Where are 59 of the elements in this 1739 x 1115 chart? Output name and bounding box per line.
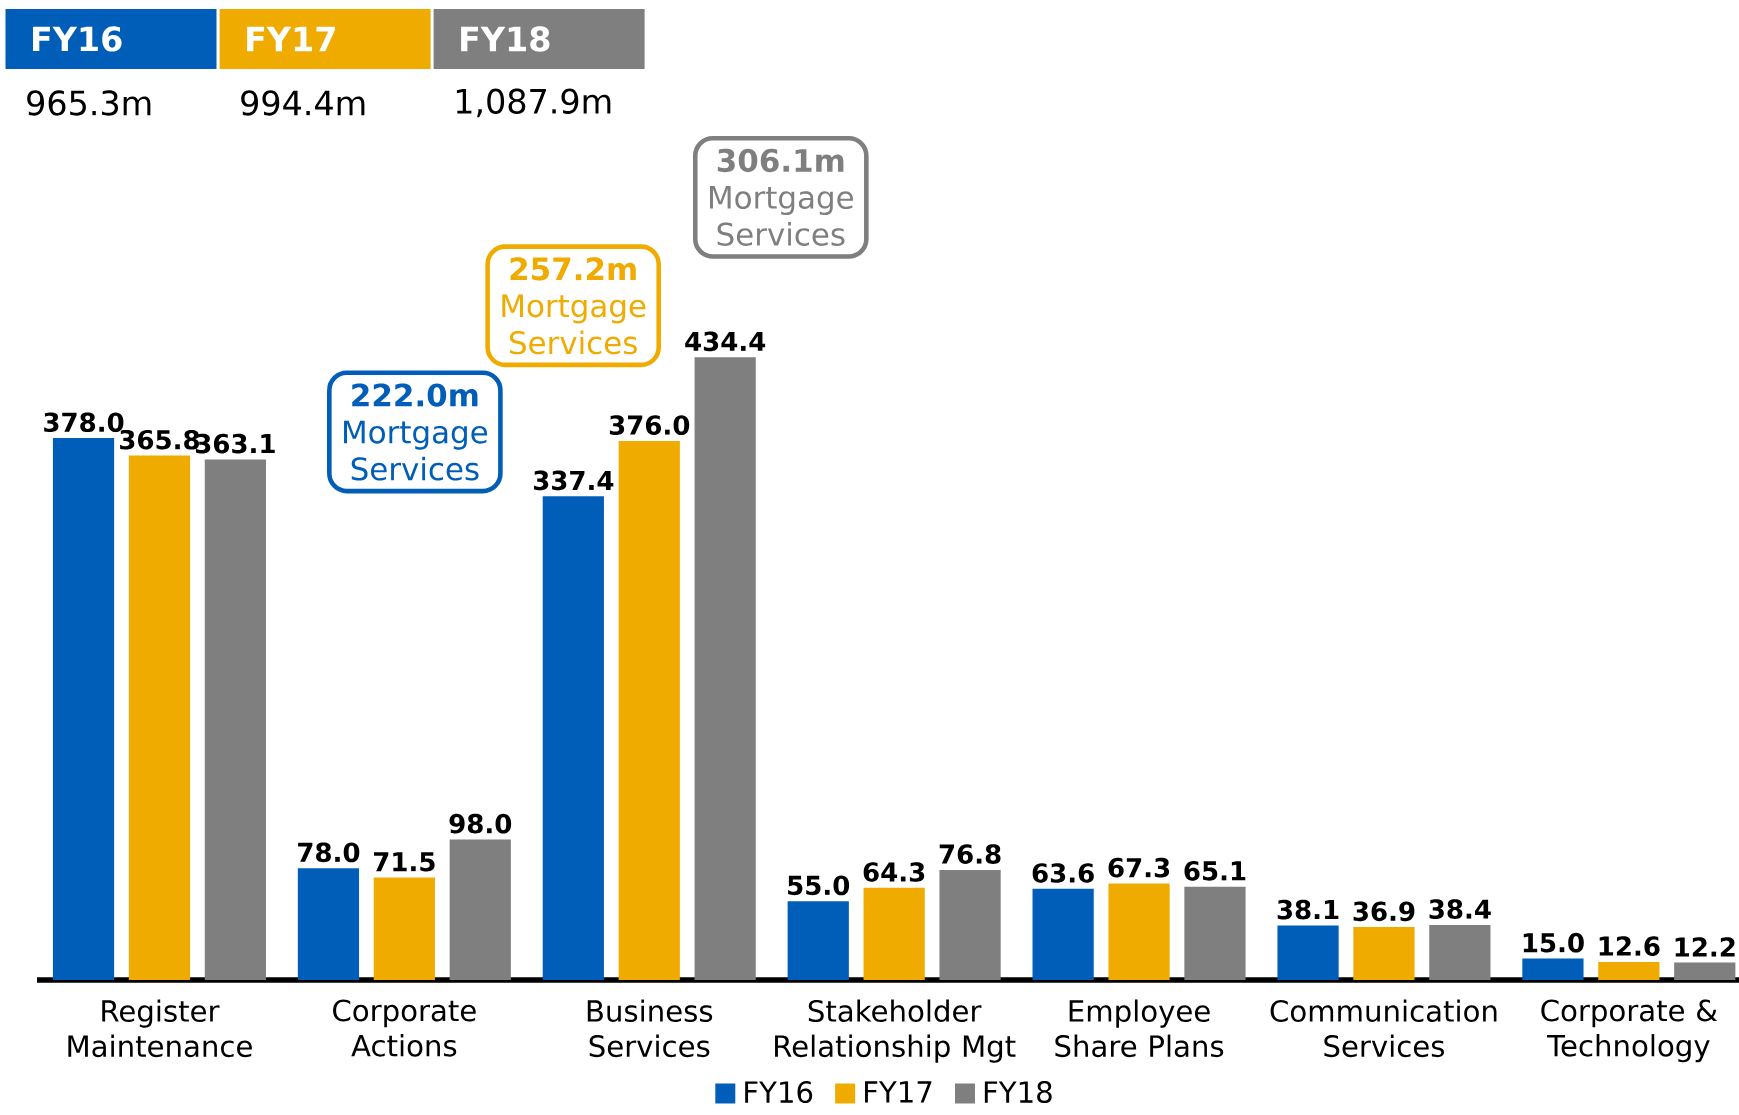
data-label: 38.1 xyxy=(1277,899,1339,920)
bar xyxy=(204,459,266,980)
data-label: 55.0 xyxy=(788,875,850,896)
text: FY17 xyxy=(247,26,335,52)
data-label: 76.8 xyxy=(939,844,1001,864)
bar xyxy=(1429,924,1491,980)
bar xyxy=(1032,888,1094,980)
bar xyxy=(863,887,925,980)
bar xyxy=(1277,925,1339,980)
data-label: 337.4 xyxy=(533,470,614,491)
data-label: 63.6 xyxy=(1032,863,1094,883)
data-label: 12.2 xyxy=(1675,937,1735,957)
data-label: 378.0 xyxy=(44,412,124,433)
legend-label: FY17 xyxy=(865,1081,932,1103)
legend-label: FY18 xyxy=(984,1081,1052,1104)
data-label: 65.1 xyxy=(1184,861,1246,881)
data-label: 38.4 xyxy=(1429,899,1491,919)
x-tick-label: Business Services xyxy=(587,999,713,1058)
data-label: 376.0 xyxy=(609,415,690,435)
data-label: 434.4 xyxy=(685,331,766,352)
bar xyxy=(787,901,849,980)
x-tick-label: Employee Share Plans xyxy=(1055,999,1224,1058)
text: 257.2m Mortgage Services xyxy=(502,257,646,355)
text: FY16 xyxy=(33,26,122,52)
bar xyxy=(52,438,115,980)
bar xyxy=(297,868,360,980)
data-label: 98.0 xyxy=(449,813,512,834)
text: 306.1m Mortgage Services xyxy=(709,148,853,246)
text: 965.3m xyxy=(27,90,151,116)
data-label: 12.6 xyxy=(1599,936,1660,956)
bar xyxy=(542,496,604,980)
bar xyxy=(618,440,680,980)
bar xyxy=(128,455,191,980)
bar xyxy=(1674,962,1736,980)
data-label: 78.0 xyxy=(298,842,360,863)
bar xyxy=(449,839,511,980)
x-tick-label: Communication Services xyxy=(1270,999,1497,1058)
text: 994.4m xyxy=(241,90,365,116)
legend-label: FY16 xyxy=(745,1081,813,1104)
bar xyxy=(1108,883,1170,980)
bar xyxy=(1184,886,1246,980)
data-label: 71.5 xyxy=(374,852,435,872)
data-label: 36.9 xyxy=(1353,901,1415,922)
data-label: 67.3 xyxy=(1108,857,1170,878)
bar xyxy=(373,877,435,980)
bar xyxy=(939,869,1001,980)
bar xyxy=(1353,927,1415,980)
x-tick-label: Register Maintenance xyxy=(68,999,252,1058)
text: 1,087.9m xyxy=(456,88,611,118)
data-label: 15.0 xyxy=(1523,932,1584,953)
text: FY18 xyxy=(461,26,550,52)
data-label: 64.3 xyxy=(863,862,925,882)
annotation: 222.0m Mortgage Services xyxy=(344,383,488,481)
x-tick-label: Corporate Actions xyxy=(333,999,476,1057)
bar xyxy=(694,357,756,980)
x-tick-label: Corporate & Technology xyxy=(1541,999,1718,1063)
bar xyxy=(1522,958,1584,980)
x-tick-label: Stakeholder Relationship Mgt xyxy=(775,999,1016,1063)
bar xyxy=(1598,961,1660,980)
